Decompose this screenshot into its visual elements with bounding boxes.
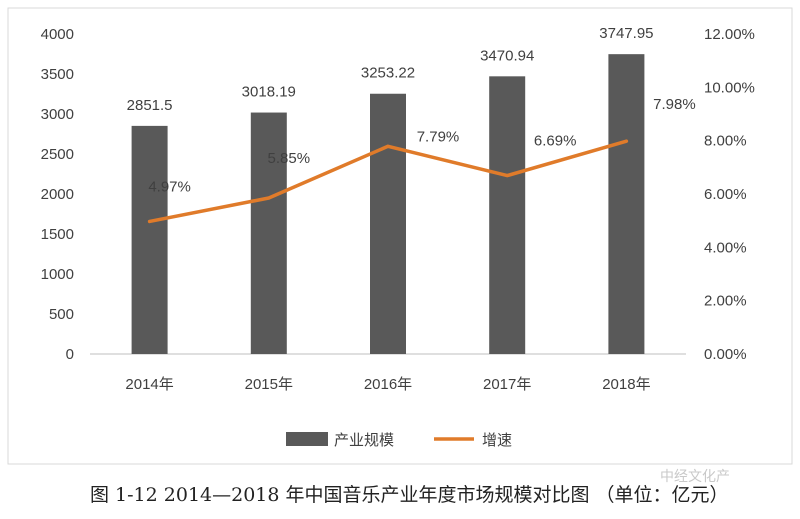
legend-label: 产业规模 <box>334 432 394 449</box>
x-axis: 2014年 2015年 2016年 2017年 2018年 <box>125 376 650 393</box>
bar <box>489 76 526 354</box>
line-data-labels: 4.97% 5.85% 7.79% 6.69% 7.98% <box>148 96 695 195</box>
bar-data-labels: 2851.5 3018.19 3253.22 3470.94 3747.95 <box>127 25 654 114</box>
right-axis: 0.00% 2.00% 4.00% 6.00% 8.00% 10.00% 12.00% <box>704 26 755 363</box>
legend-label: 增速 <box>482 432 512 449</box>
bar-series <box>131 54 645 354</box>
line-data-label: 7.98% <box>653 96 696 113</box>
line-data-label: 6.69% <box>534 133 577 150</box>
left-tick-label: 1000 <box>41 266 74 283</box>
right-tick-label: 12.00% <box>704 26 755 43</box>
bar <box>250 112 287 354</box>
watermark: 中经文化产 <box>660 469 730 485</box>
right-tick-label: 2.00% <box>704 293 747 310</box>
x-tick-label: 2016年 <box>364 376 412 393</box>
x-tick-label: 2015年 <box>245 376 293 393</box>
right-tick-label: 0.00% <box>704 346 747 363</box>
left-axis: 0 500 1000 1500 2000 2500 3000 3500 4000 <box>41 26 74 363</box>
bar <box>370 93 406 354</box>
bar-data-label: 3747.95 <box>599 25 653 42</box>
x-tick-label: 2017年 <box>483 376 531 393</box>
left-tick-label: 3500 <box>41 66 74 83</box>
bar <box>608 54 645 354</box>
x-tick-label: 2018年 <box>602 376 650 393</box>
right-tick-label: 8.00% <box>704 133 747 150</box>
line-data-label: 7.79% <box>417 128 460 145</box>
bar-data-label: 3018.19 <box>242 84 296 101</box>
left-tick-label: 4000 <box>41 26 74 43</box>
legend-swatch-bar <box>286 432 328 446</box>
line-series <box>147 139 629 224</box>
bar <box>131 125 168 354</box>
left-tick-label: 0 <box>66 346 74 363</box>
left-tick-label: 500 <box>49 306 74 323</box>
left-tick-label: 2500 <box>41 146 74 163</box>
line-data-label: 4.97% <box>148 178 191 195</box>
bar-data-label: 3253.22 <box>361 65 415 82</box>
right-tick-label: 4.00% <box>704 239 747 256</box>
bar-data-label: 3470.94 <box>480 47 534 64</box>
left-tick-label: 2000 <box>41 186 74 203</box>
right-tick-label: 6.00% <box>704 186 747 203</box>
figure-caption: 图 1-12 2014—2018 年中国音乐产业年度市场规模对比图 （单位：亿元… <box>90 484 729 506</box>
legend: 产业规模 增速 <box>286 432 512 449</box>
x-tick-label: 2014年 <box>125 376 173 393</box>
left-tick-label: 3000 <box>41 106 74 123</box>
right-tick-label: 10.00% <box>704 79 755 96</box>
line-data-label: 5.85% <box>268 150 311 167</box>
bar-data-label: 2851.5 <box>127 97 173 114</box>
growth-line <box>147 139 629 224</box>
left-tick-label: 1500 <box>41 226 74 243</box>
